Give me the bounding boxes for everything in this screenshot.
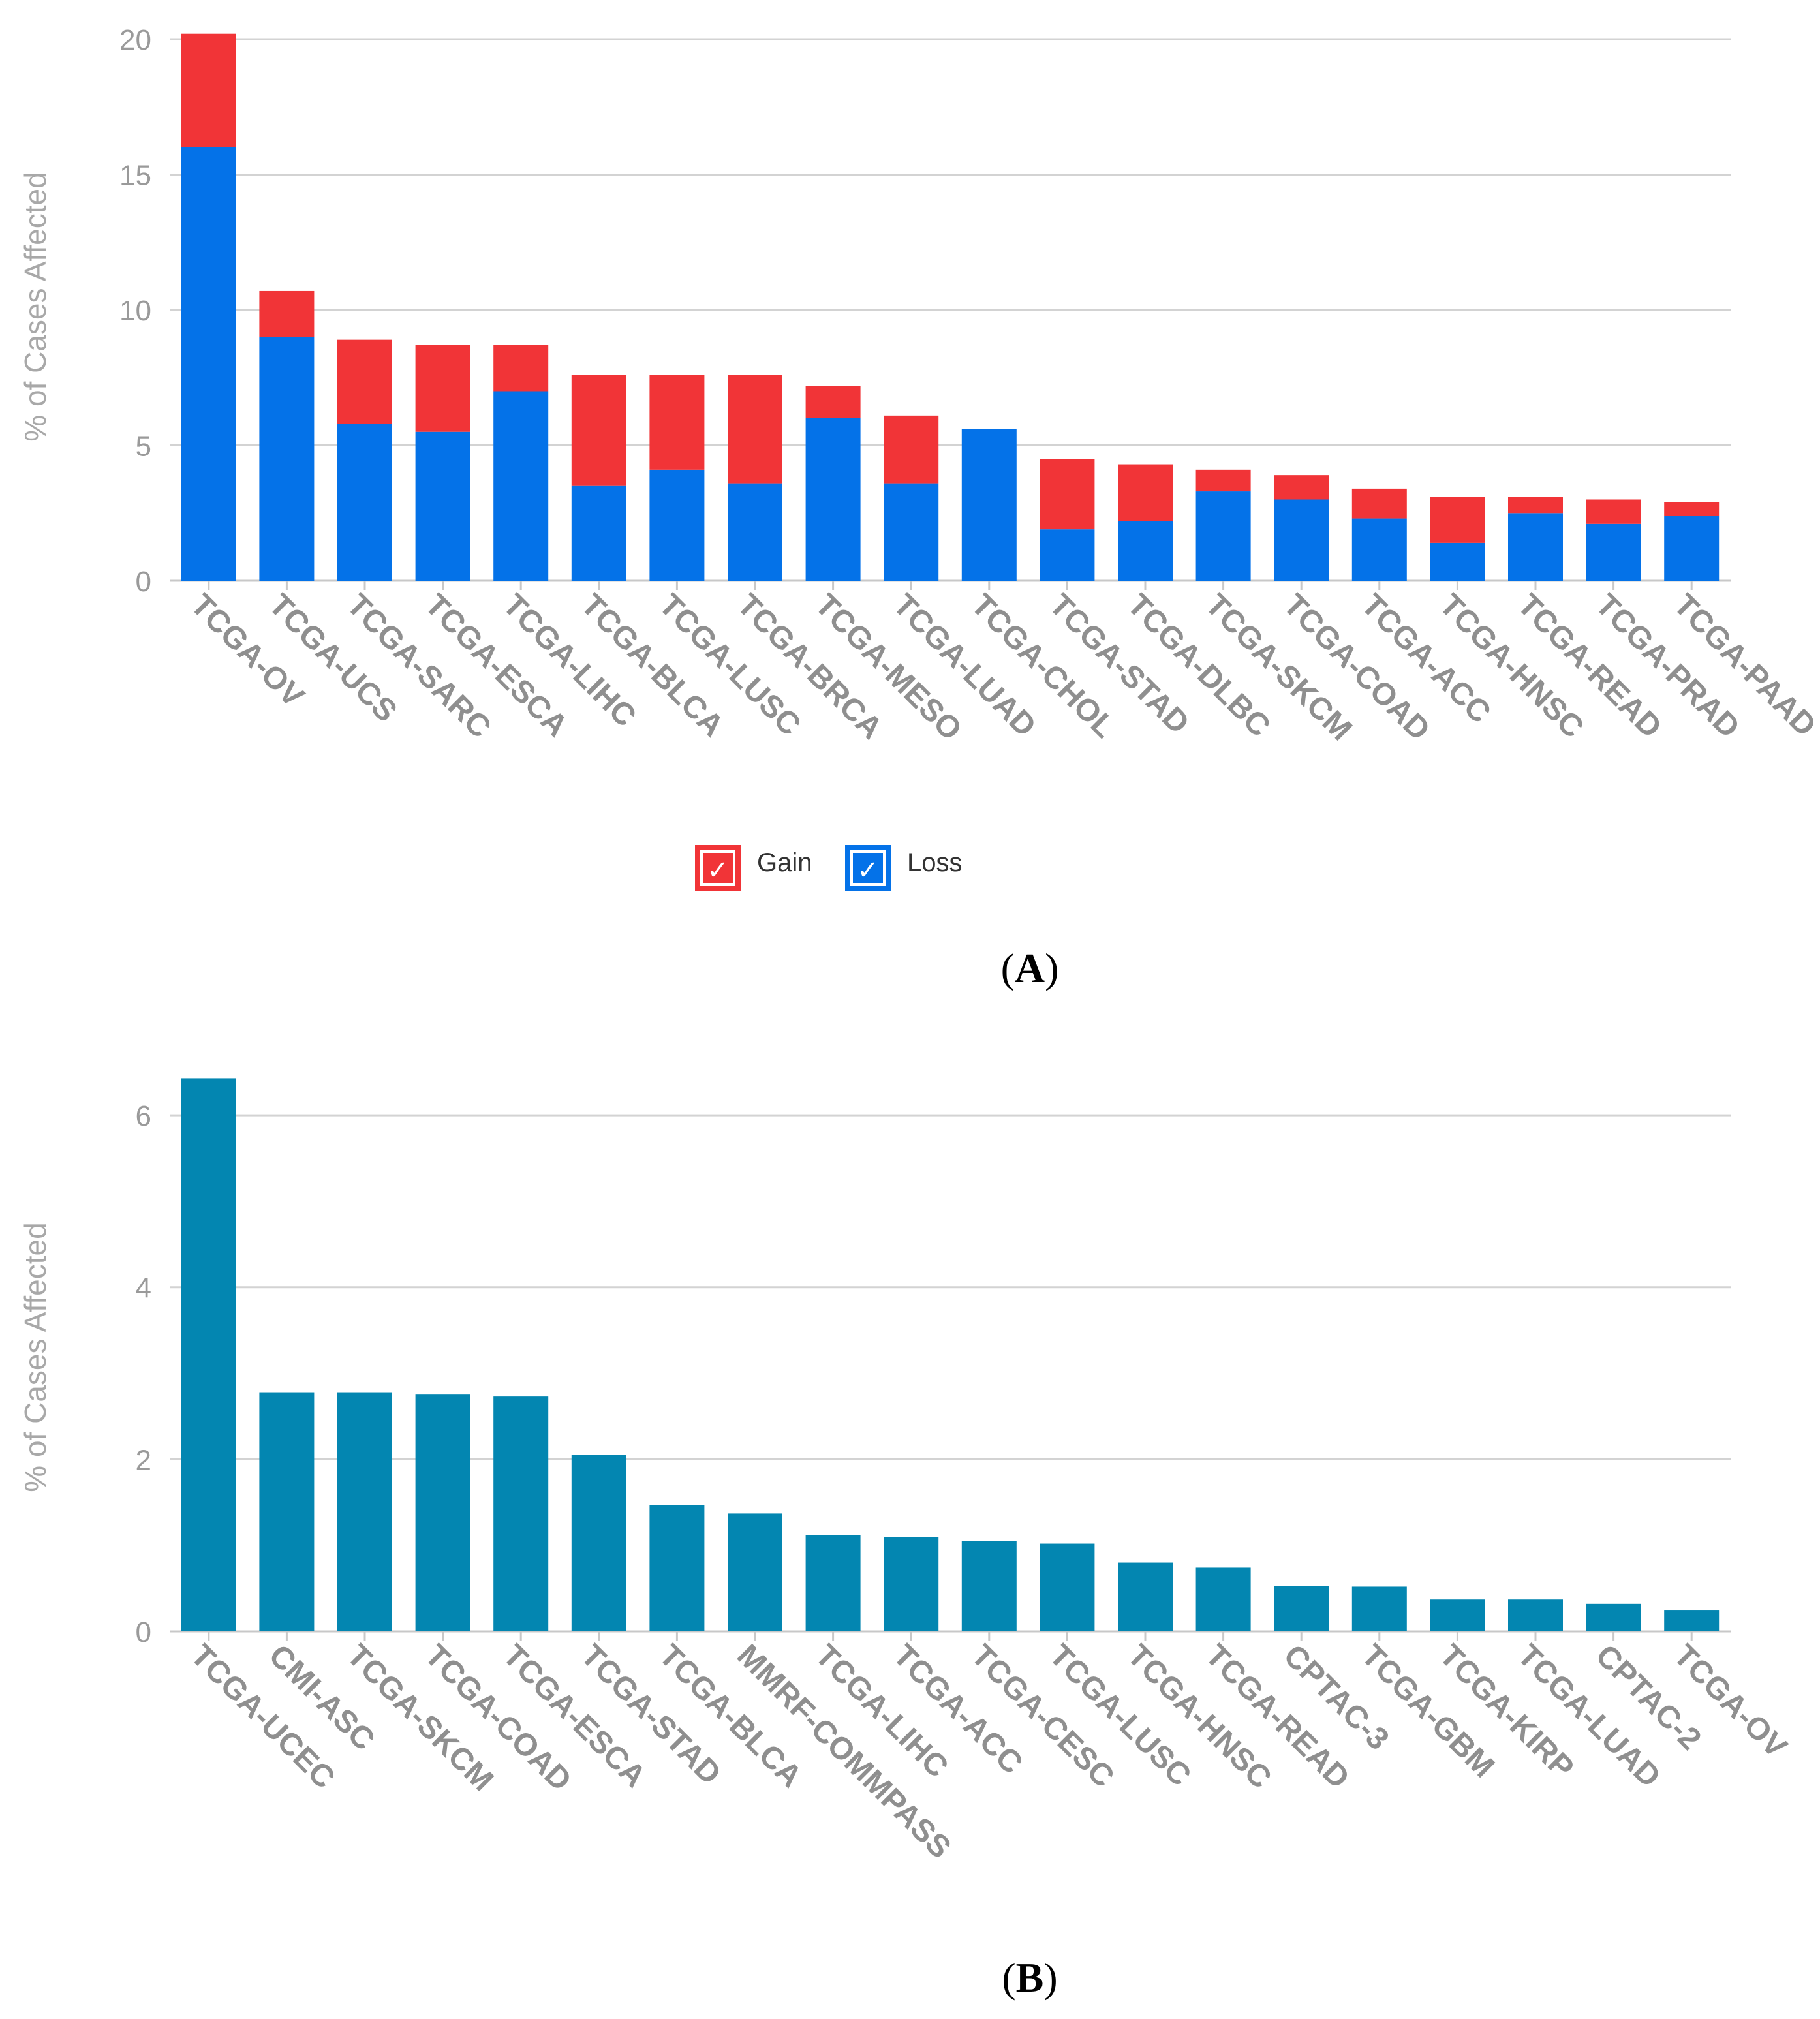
panel-b-bar-tcga-ucec[interactable] (181, 1078, 236, 1631)
panel-a-gridlines (170, 38, 1731, 590)
panel-a-bar-gain-tcga-ov[interactable] (181, 33, 236, 148)
panel-b-bar-tcga-luad[interactable] (1508, 1599, 1563, 1631)
panel-a-bar-gain-tcga-hnsc[interactable] (1430, 497, 1485, 543)
panel-a-label: (A) (1001, 945, 1059, 991)
panel-b-chart: 0 2 4 6 TCGA-UCECCMI-ASCTCGA-SKCMTCGA-COADT… (18, 1078, 1793, 2001)
panel-a-bar-loss-tcga-coad[interactable] (1274, 499, 1329, 581)
panel-a-bar-loss-tcga-acc[interactable] (1351, 518, 1407, 581)
panel-a-bar-gain-tcga-skcm[interactable] (1195, 469, 1251, 492)
panel-b-bar-mmrf-commpass[interactable] (728, 1513, 782, 1631)
panel-b-bar-tcga-gbm[interactable] (1351, 1586, 1407, 1631)
panel-b-bar-tcga-coad[interactable] (415, 1394, 470, 1631)
panel-a-bar-gain-tcga-sarc[interactable] (337, 339, 392, 424)
panel-a-y-tick-label: 15 (119, 160, 151, 192)
panel-b-y-axis-label: % of Cases Affected (18, 1222, 52, 1492)
panel-b-y-tick-label: 6 (136, 1100, 151, 1132)
panel-a-bar-gain-tcga-esca[interactable] (415, 345, 470, 432)
panel-b-bar-tcga-blca[interactable] (649, 1505, 705, 1631)
panel-a-bar-loss-tcga-brca[interactable] (728, 483, 782, 581)
panel-a-bars (181, 33, 1720, 581)
panel-b-y-ticks: 0 2 4 6 (136, 1100, 151, 1648)
panel-a-bar-loss-tcga-blca[interactable] (571, 485, 626, 581)
legend-item-gain[interactable]: ✓ Gain (695, 845, 812, 891)
panel-b-bar-tcga-cesc[interactable] (961, 1541, 1017, 1631)
panel-a-bar-loss-tcga-ucs[interactable] (259, 337, 315, 581)
gain-checkbox-inner (700, 850, 735, 886)
panel-b-bar-cptac-3[interactable] (1274, 1586, 1329, 1631)
panel-a-bar-gain-tcga-acc[interactable] (1351, 488, 1407, 519)
panel-a-bar-loss-tcga-stad[interactable] (1040, 529, 1095, 581)
panel-b-gridlines (170, 1114, 1731, 1641)
panel-b-bar-tcga-lihc[interactable] (805, 1535, 861, 1631)
panel-a-bar-gain-tcga-paad[interactable] (1664, 502, 1720, 516)
loss-check-icon: ✓ (857, 855, 879, 886)
panel-b-bar-tcga-ov[interactable] (1664, 1610, 1720, 1631)
legend-label-gain: Gain (757, 848, 812, 877)
panel-b-bar-tcga-hnsc[interactable] (1118, 1562, 1173, 1631)
panel-a-bar-loss-tcga-luad[interactable] (884, 483, 939, 581)
panel-b-bar-tcga-skcm[interactable] (337, 1392, 392, 1631)
panel-a-y-ticks: 0 5 10 15 20 (119, 24, 151, 598)
gain-check-icon: ✓ (707, 855, 729, 886)
panel-b-bar-tcga-lusc[interactable] (1040, 1543, 1095, 1631)
legend-item-loss[interactable]: ✓ Loss (845, 845, 963, 891)
panel-a-bar-gain-tcga-brca[interactable] (728, 375, 782, 484)
panel-a-bar-loss-tcga-sarc[interactable] (337, 424, 392, 581)
panel-a-chart: 0 5 10 15 20 TCGA-OVTCGA-UCSTCGA-SARCTCGA-ES… (18, 24, 1820, 991)
panel-b-y-tick-label: 2 (136, 1444, 151, 1476)
loss-checkbox-inner (850, 850, 886, 886)
panel-a-bar-loss-tcga-chol[interactable] (961, 429, 1017, 581)
panel-a-bar-gain-tcga-prad[interactable] (1586, 499, 1641, 524)
panel-a-bar-loss-tcga-hnsc[interactable] (1430, 542, 1485, 581)
panel-b-bars (181, 1078, 1720, 1631)
panel-a-bar-loss-tcga-lihc[interactable] (493, 391, 549, 581)
panel-a-bar-gain-tcga-luad[interactable] (884, 415, 939, 484)
panel-a-y-tick-label: 20 (119, 24, 151, 56)
panel-a-x-categories: TCGA-OVTCGA-UCSTCGA-SARCTCGA-ESCATCGA-LI… (184, 587, 1820, 747)
panel-a-bar-loss-tcga-lusc[interactable] (649, 469, 705, 581)
panel-b-bar-tcga-read[interactable] (1195, 1567, 1251, 1631)
panel-a-bar-loss-tcga-esca[interactable] (415, 431, 470, 581)
panel-a-bar-gain-tcga-meso[interactable] (805, 386, 861, 418)
panel-b-x-categories: TCGA-UCECCMI-ASCTCGA-SKCMTCGA-COADTCGA-E… (184, 1638, 1793, 1865)
panel-a-bar-gain-tcga-blca[interactable] (571, 375, 626, 486)
panel-a-y-tick-label: 5 (136, 431, 151, 463)
panel-a-bar-loss-tcga-dlbc[interactable] (1118, 521, 1173, 581)
panel-b-y-tick-label: 0 (136, 1616, 151, 1648)
panel-a-bar-gain-tcga-stad[interactable] (1040, 459, 1095, 530)
panel-a-legend[interactable]: ✓ Gain ✓ Loss (695, 845, 963, 891)
panel-b-label: (B) (1002, 1954, 1057, 2001)
panel-a-bar-loss-tcga-paad[interactable] (1664, 516, 1720, 581)
panel-a-bar-loss-tcga-meso[interactable] (805, 418, 861, 581)
panel-b-y-tick-label: 4 (136, 1272, 151, 1304)
panel-a-bar-gain-tcga-read[interactable] (1508, 497, 1563, 514)
legend-label-loss: Loss (907, 848, 963, 877)
panel-b-bar-tcga-acc[interactable] (884, 1537, 939, 1631)
panel-a-y-tick-label: 10 (119, 295, 151, 327)
panel-b-bar-tcga-kirp[interactable] (1430, 1599, 1485, 1631)
panel-b-bar-cptac-2[interactable] (1586, 1603, 1641, 1631)
panel-a-y-tick-label: 0 (136, 566, 151, 598)
panel-a-bar-gain-tcga-dlbc[interactable] (1118, 464, 1173, 521)
panel-a-bar-loss-tcga-ov[interactable] (181, 147, 236, 581)
panel-a-bar-loss-tcga-prad[interactable] (1586, 523, 1641, 581)
panel-a-y-axis-label: % of Cases Affected (18, 172, 52, 441)
panel-a-bar-loss-tcga-read[interactable] (1508, 513, 1563, 581)
panel-a-bar-loss-tcga-skcm[interactable] (1195, 491, 1251, 581)
panel-b-bar-cmi-asc[interactable] (259, 1392, 315, 1631)
panel-a-bar-gain-tcga-ucs[interactable] (259, 290, 315, 337)
panel-b-bar-tcga-esca[interactable] (493, 1396, 549, 1631)
panel-a-bar-gain-tcga-coad[interactable] (1274, 475, 1329, 500)
panel-b-bar-tcga-stad[interactable] (571, 1455, 626, 1631)
panel-a-bar-gain-tcga-lihc[interactable] (493, 345, 549, 392)
panel-a-bar-gain-tcga-lusc[interactable] (649, 375, 705, 470)
